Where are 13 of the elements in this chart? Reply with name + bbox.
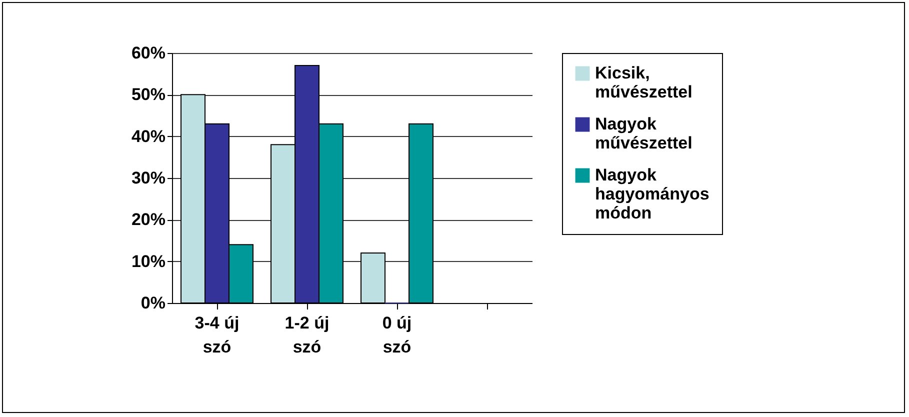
legend-label: Nagyok hagyományos módon [595,166,710,222]
y-tick-label: 50% [131,85,166,104]
legend-label: Kicsik, művészettel [595,64,692,102]
x-tick-label: 0 új szó [382,314,412,356]
x-tick-label: 1-2 új szó [284,314,330,356]
y-tick-label: 30% [131,168,166,188]
y-tick-label: 10% [131,252,166,271]
y-tick-label: 0% [140,294,166,312]
legend-label: Nagyok művészettel [595,114,692,152]
y-tick-label: 20% [131,210,166,230]
x-tick-label: 3-4 új szó [194,314,240,356]
y-tick-label: 60% [131,44,166,62]
y-tick-label: 40% [131,126,166,146]
